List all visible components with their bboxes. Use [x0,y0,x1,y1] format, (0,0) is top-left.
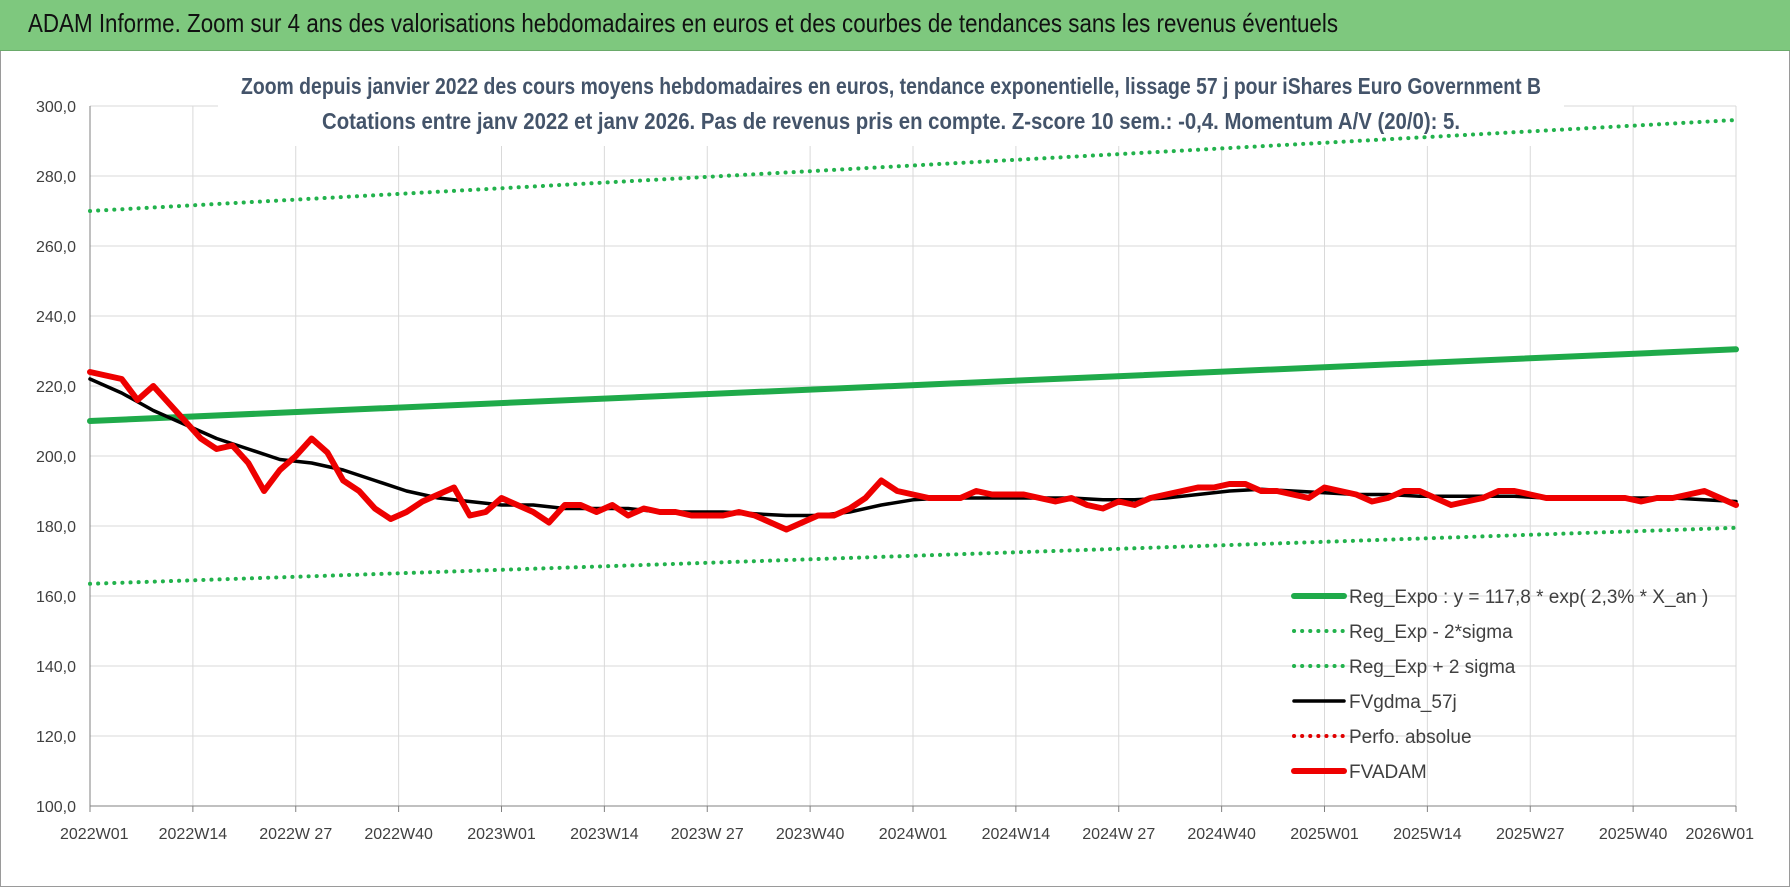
legend-label: Reg_Expo : y = 117,8 * exp( 2,3% * X_an … [1349,587,1708,608]
y-tick-label: 100,0 [36,799,76,816]
title-background [218,72,1564,146]
x-tick-label: 2023W40 [776,826,845,843]
series-line-3 [88,377,1738,518]
x-tick-label: 2026W01 [1686,826,1755,843]
legend-label: FVgdma_57j [1349,692,1457,713]
x-tick-label: 2022W40 [364,826,433,843]
x-tick-label: 2025W40 [1599,826,1668,843]
x-tick-label: 2024W 27 [1082,826,1155,843]
x-tick-label: 2022W01 [60,826,129,843]
chart-subtitle: Cotations entre janv 2022 et janv 2026. … [322,108,1460,134]
x-tick-label: 2022W14 [159,826,228,843]
x-tick-label: 2025W14 [1393,826,1462,843]
series-line-5 [87,369,1739,533]
x-tick-label: 2024W01 [879,826,948,843]
legend-label: Reg_Exp + 2 sigma [1349,657,1516,678]
axes: 100,0 120,0 140,0 160,0 180,0 200,0 220,0 240,0… [36,99,1754,843]
series-line-0 [87,346,1739,424]
x-tick-label: 2025W27 [1496,826,1565,843]
y-tick-label: 140,0 [36,659,76,676]
legend-label: FVADAM [1349,762,1427,783]
series-line-2 [88,118,1738,213]
y-tick-label: 300,0 [36,99,76,116]
y-tick-label: 180,0 [36,519,76,536]
banner-title: ADAM Informe. Zoom sur 4 ans des valoris… [28,8,1339,38]
series-line-1 [88,525,1738,586]
x-tick-label: 2023W 27 [671,826,744,843]
legend: Reg_Expo : y = 117,8 * exp( 2,3% * X_an … [1291,587,1708,783]
y-tick-label: 220,0 [36,379,76,396]
series-lines [87,118,1739,586]
x-tick-label: 2024W14 [982,826,1051,843]
y-tick-label: 120,0 [36,729,76,746]
x-tick-label: 2022W 27 [259,826,332,843]
chart-title: Zoom depuis janvier 2022 des cours moyen… [241,73,1541,99]
y-tick-label: 260,0 [36,239,76,256]
legend-label: Perfo. absolue [1349,727,1472,748]
header-banner: ADAM Informe. Zoom sur 4 ans des valoris… [0,0,1790,51]
gridlines [89,105,1737,807]
x-tick-label: 2024W40 [1187,826,1256,843]
x-tick-label: 2023W01 [467,826,536,843]
legend-label: Reg_Exp - 2*sigma [1349,622,1513,643]
x-tick-label: 2023W14 [570,826,639,843]
x-tick-label: 2025W01 [1290,826,1359,843]
y-tick-label: 200,0 [36,449,76,466]
y-tick-label: 280,0 [36,169,76,186]
y-tick-label: 160,0 [36,589,76,606]
y-tick-label: 240,0 [36,309,76,326]
